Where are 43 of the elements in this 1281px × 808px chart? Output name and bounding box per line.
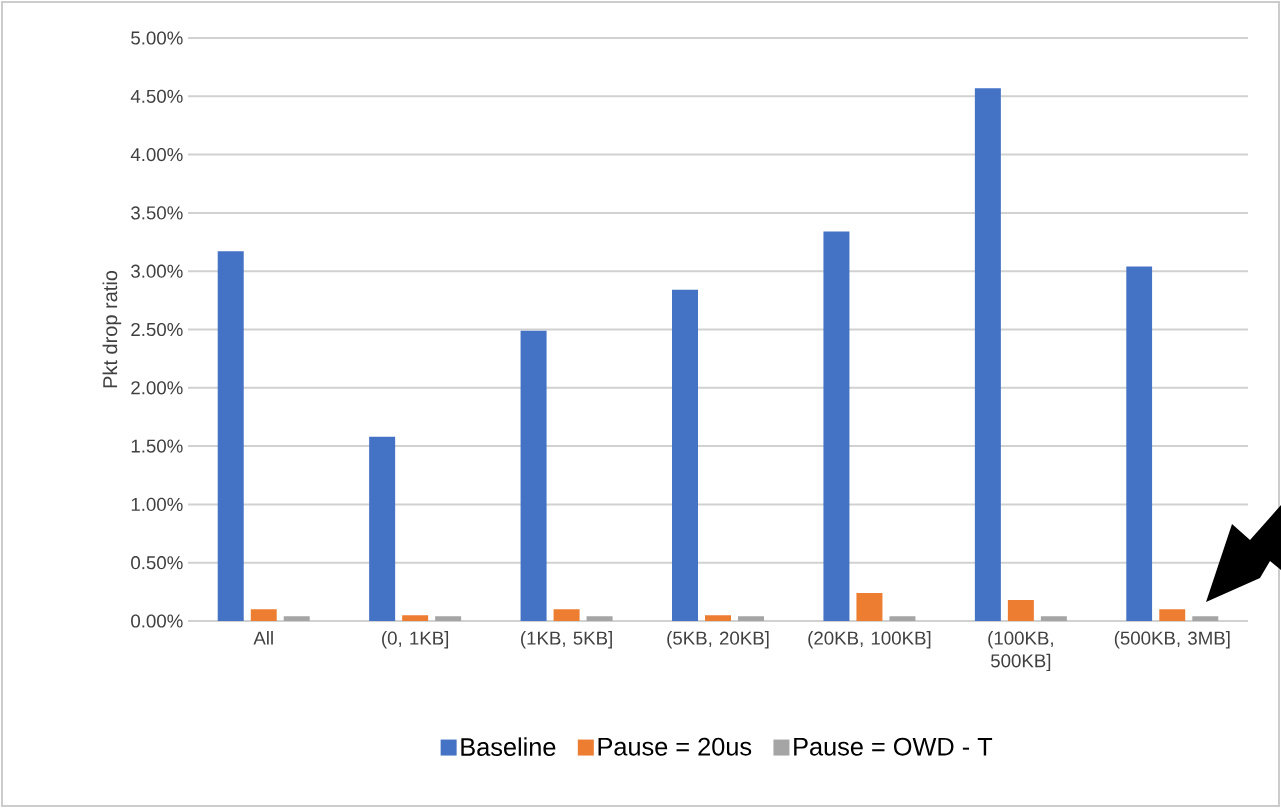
bar bbox=[856, 593, 883, 621]
x-tick-label: All bbox=[253, 631, 273, 645]
x-tick-label: (1KB, 5KB] bbox=[521, 631, 612, 649]
bar bbox=[974, 88, 1001, 621]
y-tick-label: 1.00% bbox=[131, 497, 183, 512]
bar bbox=[250, 609, 277, 621]
x-tick-label: (5KB, 20KB] bbox=[667, 631, 769, 649]
legend-label: Pause = 20us bbox=[598, 737, 752, 756]
bar bbox=[1126, 266, 1153, 621]
bar bbox=[705, 615, 732, 621]
bar bbox=[889, 616, 916, 621]
x-tick-label: (0, 1KB] bbox=[382, 631, 449, 649]
bar bbox=[217, 251, 244, 621]
bar bbox=[1007, 600, 1034, 621]
y-tick-label: 0.00% bbox=[131, 614, 183, 628]
y-axis-title: Pkt drop ratio bbox=[102, 270, 122, 388]
bar bbox=[823, 231, 850, 621]
bar bbox=[586, 616, 613, 621]
x-tick-label: (20KB, 100KB] bbox=[808, 631, 931, 649]
bar bbox=[553, 609, 580, 621]
bar bbox=[283, 616, 310, 621]
x-tick-label: (100KB, 500KB] bbox=[988, 631, 1053, 672]
bar bbox=[672, 289, 699, 621]
bar bbox=[402, 615, 429, 621]
y-tick-label: 4.50% bbox=[130, 89, 183, 103]
y-tick-label: 1.50% bbox=[131, 439, 183, 453]
bar bbox=[738, 616, 764, 621]
bar bbox=[520, 330, 547, 621]
y-tick-label: 4.00% bbox=[130, 147, 183, 162]
x-tick-label: (500KB, 3MB] bbox=[1114, 631, 1230, 649]
y-tick-label: 2.50% bbox=[131, 322, 183, 337]
y-tick-label: 0.50% bbox=[131, 556, 183, 570]
y-tick-label: 3.00% bbox=[131, 264, 183, 278]
legend-label: Baseline bbox=[461, 737, 556, 756]
legend-label: Pause = OWD - T bbox=[794, 737, 993, 756]
bar bbox=[1159, 609, 1186, 621]
y-tick-label: 2.00% bbox=[131, 381, 183, 395]
bar bbox=[435, 616, 462, 621]
bar bbox=[1040, 616, 1067, 621]
bar bbox=[1192, 616, 1219, 621]
bar bbox=[369, 436, 396, 621]
y-tick-label: 3.50% bbox=[131, 206, 183, 220]
y-tick-label: 5.00% bbox=[131, 31, 183, 45]
